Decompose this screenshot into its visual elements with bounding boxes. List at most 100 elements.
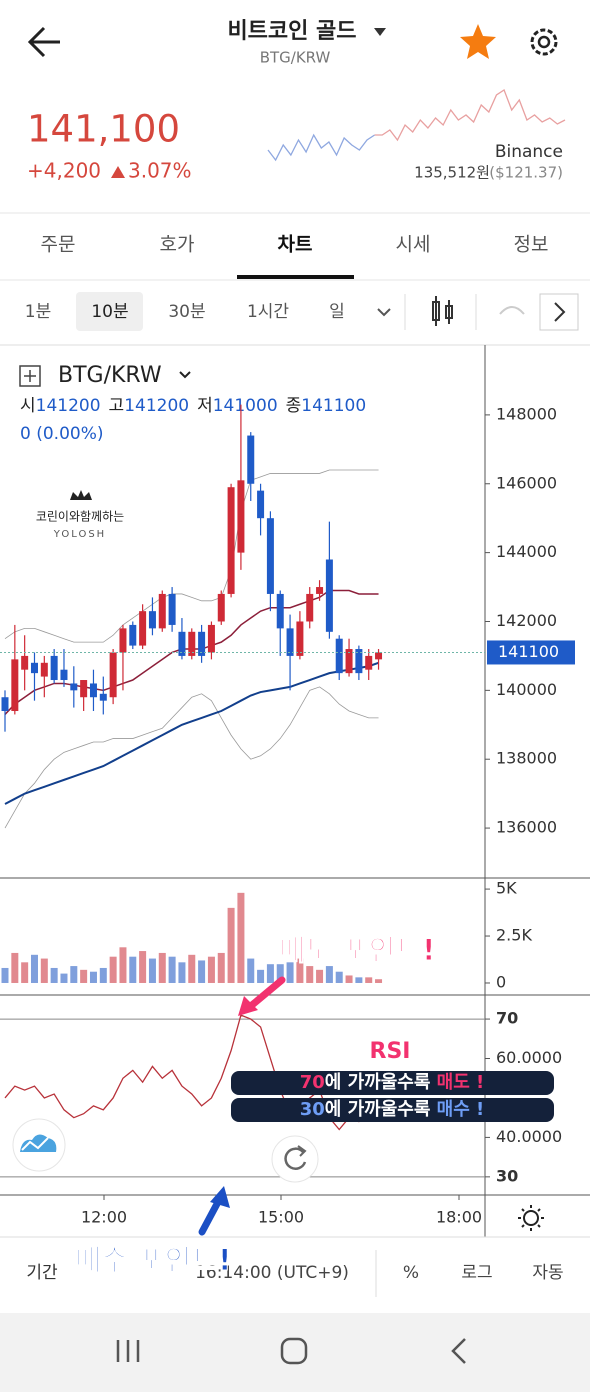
symbol-dropdown[interactable] (179, 371, 191, 379)
candle-body (207, 624, 215, 653)
note: 70에 가까울수록 매도 ! (300, 1072, 485, 1093)
volume-bar (375, 979, 383, 983)
back-button[interactable] (27, 26, 60, 58)
volume-bar (227, 907, 235, 983)
candle-body (237, 480, 245, 553)
volume-bar (50, 967, 58, 983)
volume-bar (286, 962, 294, 983)
last-price-label: 141100 (498, 642, 559, 661)
volume-bar (70, 966, 78, 983)
buy-arrow-head (210, 1186, 230, 1208)
y-tick-label: 40.0000 (496, 1127, 562, 1146)
interval[interactable]: 1분 (25, 302, 51, 322)
volume-bar (178, 962, 186, 983)
exchange: Binance (495, 142, 563, 162)
candle-body (89, 683, 97, 698)
sparkline (267, 89, 566, 162)
volume-bar (257, 969, 265, 983)
x-tick-label: 12:00 (81, 1208, 127, 1227)
note: 30에 가까울수록 매수 ! (300, 1099, 485, 1120)
tab-indicator (237, 275, 354, 279)
volume-bar (276, 964, 284, 983)
interval-selected[interactable]: 10분 (91, 302, 128, 322)
volume-bar (345, 975, 353, 983)
tab[interactable]: 호가 (160, 234, 195, 256)
price-change-pct: 3.07% (128, 159, 192, 183)
volume-bar (109, 956, 117, 983)
interval[interactable]: 1시간 (247, 302, 289, 322)
volume-bar (148, 958, 156, 983)
option[interactable]: % (403, 1263, 419, 1283)
candle-body (345, 649, 353, 674)
option[interactable]: 로그 (461, 1263, 492, 1283)
candle-type-button[interactable] (432, 296, 453, 326)
subtitle: BTG/KRW (260, 49, 331, 67)
chart-style-button[interactable] (12, 1118, 66, 1172)
volume-bar (21, 962, 29, 983)
volume-bar (217, 952, 225, 983)
candle-body (80, 680, 88, 698)
favorite-star[interactable] (460, 24, 496, 59)
buy-point-label: 매수 포인트! (75, 1243, 232, 1277)
dropdown-icon[interactable] (374, 28, 386, 36)
candle-body (286, 628, 294, 656)
interval[interactable]: 일 (329, 302, 345, 322)
indicator-line (4, 469, 379, 643)
volume-bar (168, 956, 176, 983)
volume-bar (139, 951, 147, 983)
candle-body (129, 624, 137, 646)
nav-recent[interactable] (116, 1340, 140, 1362)
watermark: YOLOSH (53, 529, 106, 540)
candle-body (198, 631, 206, 656)
candle-body (1, 697, 9, 712)
reset-button[interactable] (271, 1135, 319, 1183)
y-tick-label: 138000 (496, 749, 557, 768)
nav-back[interactable] (451, 1338, 466, 1364)
settings-button[interactable] (530, 28, 558, 56)
indicator-button[interactable] (499, 306, 525, 315)
y-tick-label: 70 (496, 1009, 518, 1028)
symbol[interactable]: BTG/KRW (58, 363, 162, 388)
volume-bar (296, 958, 304, 983)
candle-body (276, 593, 284, 629)
scroll-right[interactable] (539, 293, 579, 331)
y-tick-label: 136000 (496, 818, 557, 837)
candle-body (325, 559, 333, 632)
volume-bar (306, 966, 314, 983)
nav-bar (0, 1313, 590, 1392)
nav-home[interactable] (280, 1337, 308, 1365)
candle-body (139, 611, 147, 646)
candle-body (316, 587, 324, 594)
interval[interactable]: 30분 (168, 302, 205, 322)
indicator-line (4, 686, 379, 829)
price-change: +4,200 (27, 159, 101, 183)
watermark: 코린이와함께하는 (36, 510, 124, 524)
volume-bar (99, 967, 107, 983)
x-tick-label: 15:00 (258, 1208, 304, 1227)
volume-bar (80, 969, 88, 983)
candle-body (335, 638, 343, 674)
krw-price: 135,512원 (414, 164, 490, 182)
volume-bar (188, 954, 196, 983)
note-box (231, 1071, 554, 1095)
volume-bar (266, 964, 274, 983)
tab[interactable]: 시세 (396, 234, 431, 256)
indicator-line (4, 661, 379, 805)
option[interactable]: 자동 (532, 1263, 563, 1283)
change-legend: 0 (0.00%) (20, 424, 104, 444)
sell-arrow (248, 976, 286, 1009)
add-button[interactable] (19, 365, 41, 387)
volume-bar (158, 952, 166, 983)
theme-button[interactable] (518, 1205, 544, 1231)
tab[interactable]: 정보 (514, 234, 549, 256)
volume-bar (198, 960, 206, 983)
candle-body (247, 435, 255, 484)
tab[interactable]: 주문 (41, 234, 76, 256)
volume-bar (335, 971, 343, 983)
y-tick-label: 140000 (496, 680, 557, 699)
period-label[interactable]: 기간 (26, 1263, 58, 1283)
more-intervals[interactable] (377, 308, 391, 317)
tab-active[interactable]: 차트 (278, 234, 313, 256)
clock: 16:14:00 (UTC+9) (195, 1263, 349, 1283)
volume-bar (11, 952, 19, 983)
